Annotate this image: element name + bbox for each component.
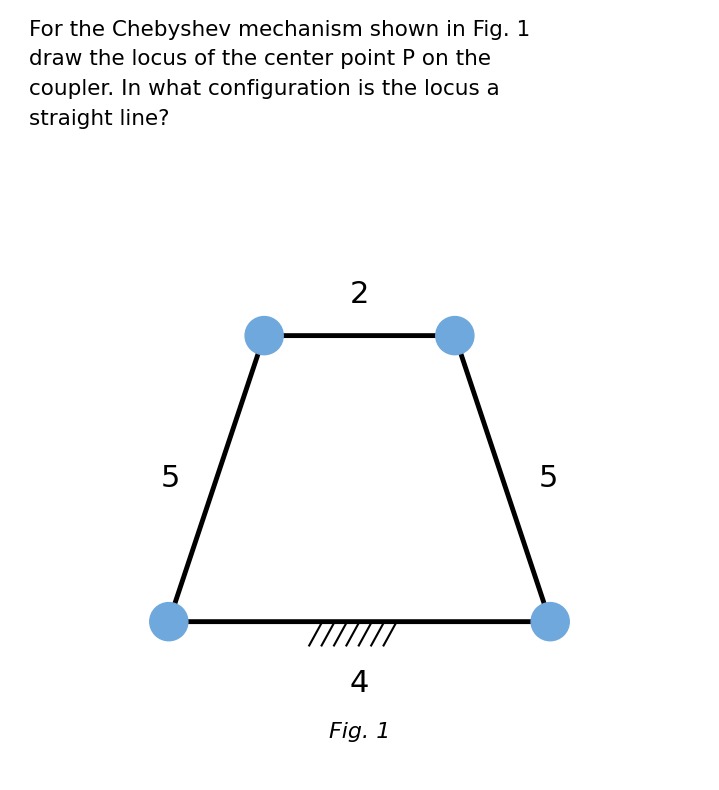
Circle shape bbox=[436, 317, 474, 355]
Text: Fig. 1: Fig. 1 bbox=[329, 722, 390, 742]
Text: 2: 2 bbox=[350, 280, 369, 309]
Circle shape bbox=[245, 317, 283, 355]
Text: 5: 5 bbox=[539, 465, 558, 493]
Text: 5: 5 bbox=[161, 465, 180, 493]
Text: 4: 4 bbox=[350, 669, 369, 698]
Circle shape bbox=[531, 603, 569, 641]
Text: For the Chebyshev mechanism shown in Fig. 1
draw the locus of the center point P: For the Chebyshev mechanism shown in Fig… bbox=[29, 20, 530, 129]
Circle shape bbox=[150, 603, 188, 641]
